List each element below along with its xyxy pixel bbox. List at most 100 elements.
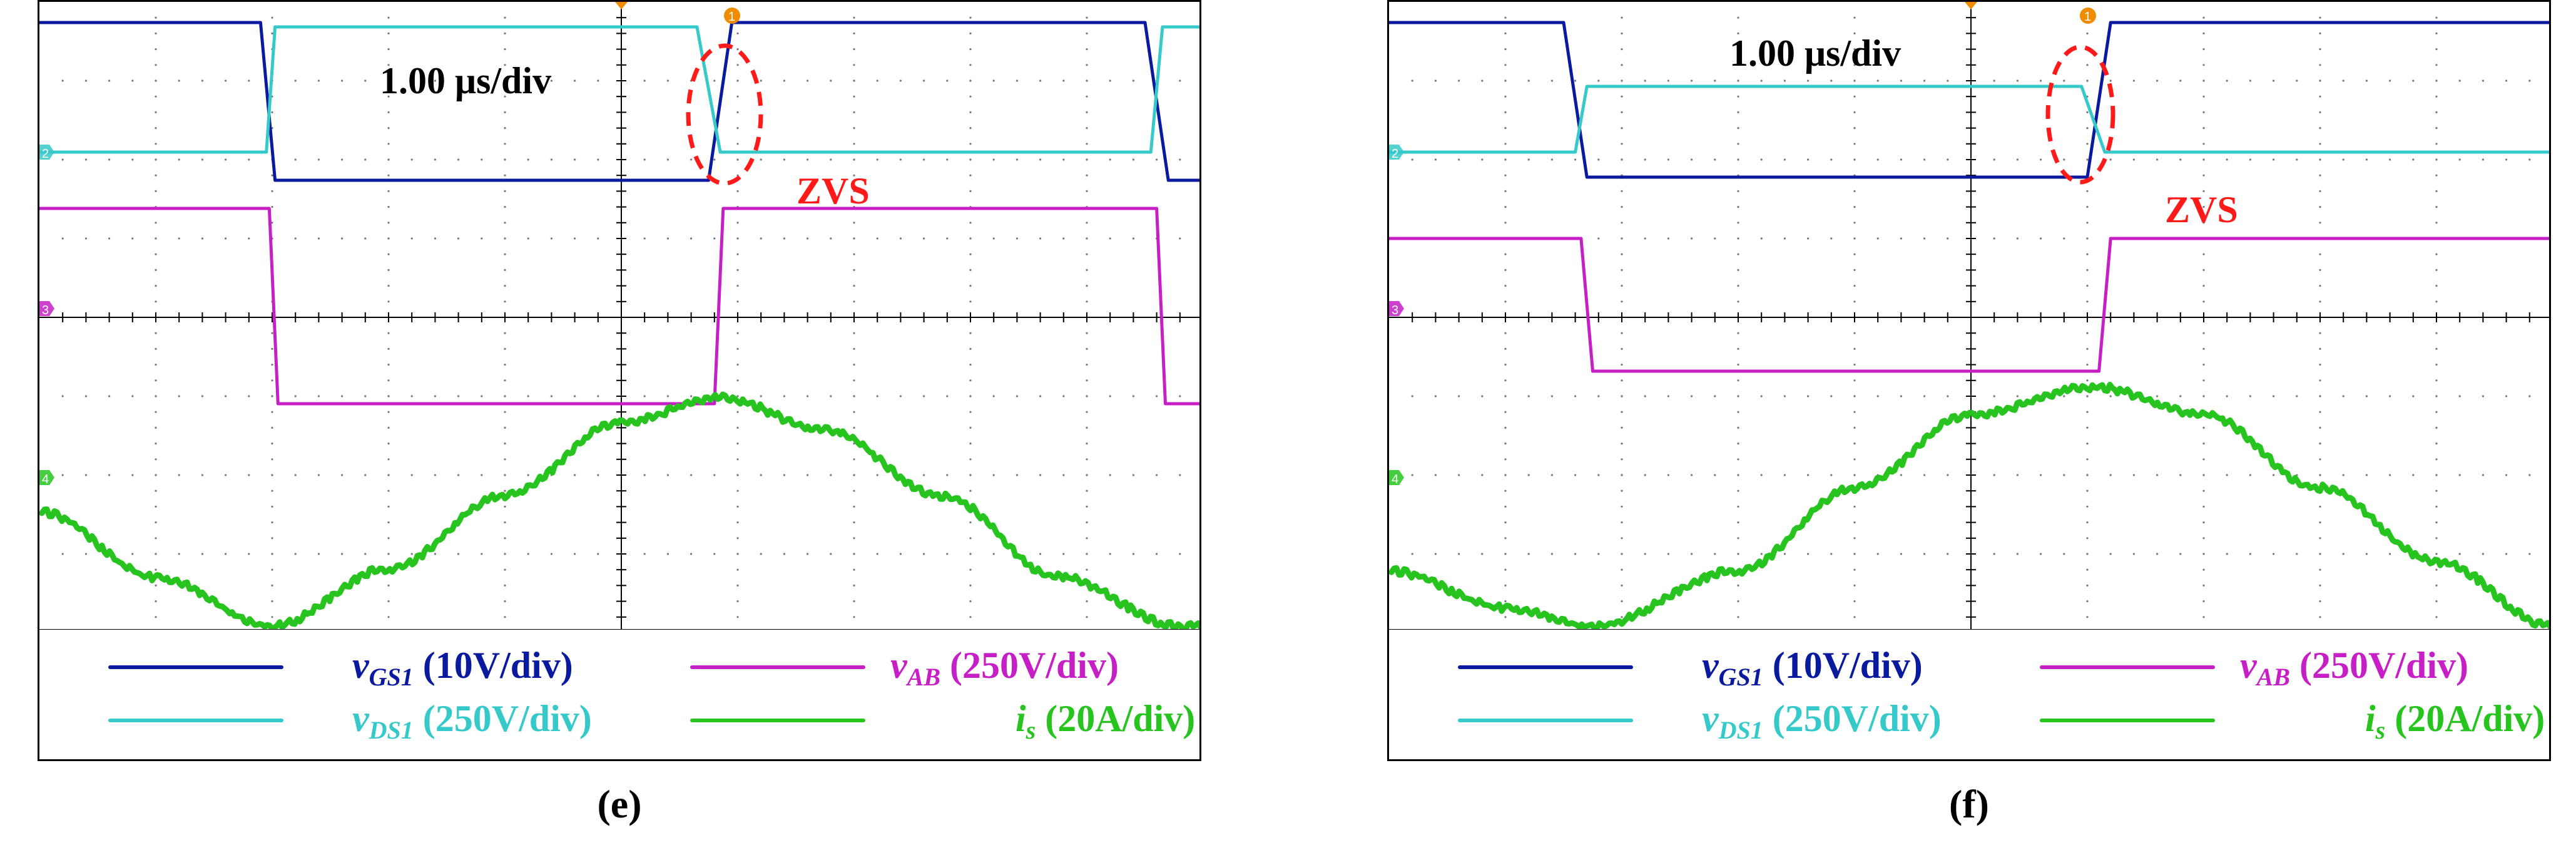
grid-dot	[108, 474, 111, 476]
grid-dot	[1853, 158, 1856, 161]
grid-dot	[1993, 237, 1995, 240]
grid-dot	[830, 553, 832, 555]
grid-dot	[504, 379, 506, 382]
grid-dot	[504, 443, 506, 445]
grid-dot	[457, 553, 460, 555]
grid-dot	[248, 553, 250, 555]
grid-dot	[387, 458, 390, 461]
channel-marker-label: 3	[1392, 304, 1398, 317]
grid-dot	[946, 237, 949, 240]
grid-dot	[1504, 489, 1507, 492]
channel-marker-icon	[1389, 301, 1404, 316]
trigger-channel-icon	[724, 8, 740, 24]
grid-dot	[2086, 285, 2089, 287]
grid-dot	[666, 237, 669, 240]
grid-dot	[108, 158, 111, 161]
grid-dot	[643, 474, 646, 476]
grid-dot	[853, 458, 855, 461]
grid-dot	[969, 395, 972, 397]
grid-dot	[1853, 269, 1856, 271]
grid-dot	[504, 568, 506, 571]
grid-dot	[736, 158, 739, 161]
grid-dot	[853, 111, 855, 113]
grid-dot	[1132, 158, 1134, 161]
grid-dot	[2319, 568, 2321, 571]
grid-dot	[597, 474, 599, 476]
grid-dot	[736, 443, 739, 445]
grid-dot	[248, 395, 250, 397]
grid-dot	[2435, 505, 2438, 508]
grid-dot	[2179, 79, 2182, 82]
grid-dot	[2319, 443, 2321, 445]
grid-dot	[387, 616, 390, 618]
grid-dot	[853, 553, 855, 555]
grid-dot	[1993, 158, 1995, 161]
grid-dot	[1923, 553, 1926, 555]
grid-dot	[1853, 79, 1856, 82]
grid-dot	[504, 32, 506, 35]
grid-dot	[969, 269, 972, 271]
grid-dot	[853, 143, 855, 145]
grid-dot	[2319, 411, 2321, 413]
grid-dot	[1667, 395, 1669, 397]
grid-dot	[946, 158, 949, 161]
grid-dot	[155, 269, 157, 271]
grid-dot	[1621, 458, 1623, 461]
grid-dot	[1086, 426, 1088, 429]
grid-dot	[2179, 158, 2182, 161]
grid-dot	[294, 474, 297, 476]
grid-dot	[1504, 79, 1507, 82]
trace-vAB	[39, 207, 1199, 406]
grid-dot	[1434, 158, 1437, 161]
grid-dot	[387, 521, 390, 524]
grid-dot	[1086, 616, 1088, 618]
grid-dot	[481, 474, 483, 476]
grid-dot	[2109, 158, 2112, 161]
grid-dot	[760, 395, 762, 397]
grid-dot	[1086, 505, 1088, 508]
grid-dot	[364, 79, 367, 82]
grid-dot	[1807, 158, 1810, 161]
grid-dot	[1621, 285, 1623, 287]
grid-dot	[225, 553, 227, 555]
grid-dot	[1807, 79, 1810, 82]
grid-dot	[1504, 332, 1507, 334]
grid-dot	[2528, 79, 2531, 82]
grid-dot	[736, 237, 739, 240]
grid-dot	[2435, 127, 2438, 130]
grid-dot	[1807, 237, 1810, 240]
grid-dot	[574, 237, 576, 240]
grid-dot	[317, 237, 320, 240]
grid-dot	[504, 111, 506, 113]
grid-dot	[2435, 143, 2438, 145]
grid-dot	[155, 95, 157, 98]
grid-dot	[225, 474, 227, 476]
grid-dot	[1853, 411, 1856, 413]
grid-dot	[2273, 79, 2275, 82]
grid-dot	[666, 158, 669, 161]
grid-dot	[1853, 521, 1856, 524]
grid-dot	[457, 237, 460, 240]
grid-dot	[2249, 474, 2251, 476]
grid-dot	[1504, 285, 1507, 287]
grid-dot	[155, 584, 157, 587]
grid-dot	[1621, 395, 1623, 397]
grid-dot	[1086, 143, 1088, 145]
grid-dot	[1621, 616, 1623, 618]
grid-dot	[1853, 95, 1856, 98]
grid-dot	[2016, 237, 2019, 240]
grid-dot	[1086, 600, 1088, 603]
timebase-label: 1.00 μs/div	[380, 60, 552, 101]
legend-line	[108, 665, 283, 669]
grid-dot	[387, 48, 390, 51]
grid-dot	[2202, 505, 2205, 508]
grid-dot	[1853, 332, 1856, 334]
grid-dot	[1830, 158, 1833, 161]
grid-dot	[2435, 269, 2438, 271]
legend-label: vGS1 (10V/div)	[1702, 645, 1923, 691]
grid-dot	[760, 553, 762, 555]
grid-dot	[504, 64, 506, 66]
grid-dot	[2086, 222, 2089, 224]
grid-dot	[294, 158, 297, 161]
grid-dot	[1411, 79, 1413, 82]
